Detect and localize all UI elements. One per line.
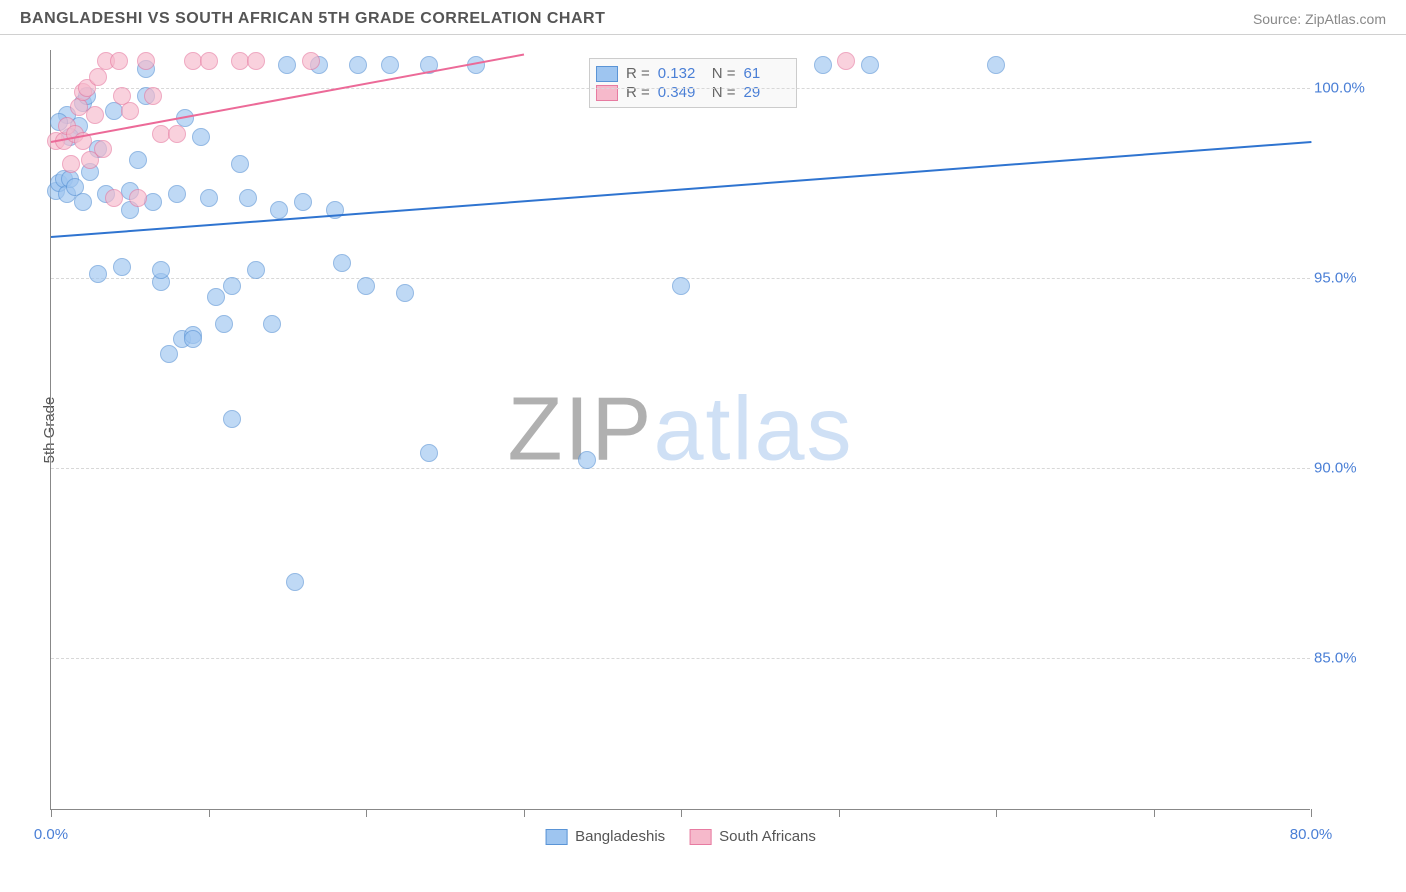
gridline-h (51, 468, 1310, 469)
xtick (51, 809, 52, 817)
chart-source: Source: ZipAtlas.com (1253, 11, 1386, 27)
scatter-point-south_africans (200, 52, 218, 70)
watermark-atlas: atlas (653, 379, 853, 479)
legend-row-south_africans: R = 0.349 N = 29 (596, 84, 790, 101)
plot-wrap: 5th Grade ZIPatlas R =0.132N =61R =0.349… (50, 50, 1360, 810)
scatter-point-bangladeshis (396, 284, 414, 302)
scatter-point-bangladeshis (270, 201, 288, 219)
plot-area: ZIPatlas R =0.132N =61R =0.349N =29 Bang… (50, 50, 1310, 810)
legend-bottom: Bangladeshis South Africans (545, 828, 816, 845)
scatter-point-bangladeshis (200, 189, 218, 207)
legend-n-value: 61 (744, 65, 790, 82)
scatter-point-bangladeshis (223, 410, 241, 428)
scatter-point-bangladeshis (294, 193, 312, 211)
xtick (524, 809, 525, 817)
xtick (839, 809, 840, 817)
xtick (209, 809, 210, 817)
watermark: ZIPatlas (507, 378, 853, 481)
scatter-point-bangladeshis (357, 277, 375, 295)
scatter-point-bangladeshis (578, 451, 596, 469)
swatch-bangladeshis (545, 829, 567, 845)
scatter-point-bangladeshis (349, 56, 367, 74)
scatter-point-bangladeshis (152, 261, 170, 279)
legend-item-south-africans: South Africans (689, 828, 816, 845)
scatter-point-bangladeshis (144, 193, 162, 211)
scatter-point-bangladeshis (129, 151, 147, 169)
scatter-point-bangladeshis (278, 56, 296, 74)
legend-n-value: 29 (744, 84, 790, 101)
scatter-point-bangladeshis (215, 315, 233, 333)
xtick (681, 809, 682, 817)
legend-r-label: R = (626, 65, 650, 82)
xtick (1154, 809, 1155, 817)
swatch-south-africans (689, 829, 711, 845)
scatter-point-bangladeshis (247, 261, 265, 279)
scatter-point-bangladeshis (263, 315, 281, 333)
scatter-point-south_africans (110, 52, 128, 70)
scatter-point-south_africans (137, 52, 155, 70)
xtick-label: 80.0% (1290, 826, 1333, 843)
legend-r-label: R = (626, 84, 650, 101)
legend-r-value: 0.132 (658, 65, 704, 82)
scatter-point-bangladeshis (286, 573, 304, 591)
legend-row-bangladeshis: R = 0.132 N = 61 (596, 65, 790, 82)
legend-n-label: N = (712, 65, 736, 82)
chart-title: BANGLADESHI VS SOUTH AFRICAN 5TH GRADE C… (20, 10, 605, 28)
xtick (1311, 809, 1312, 817)
ytick-label: 100.0% (1314, 80, 1368, 97)
scatter-point-bangladeshis (192, 128, 210, 146)
ytick-label: 90.0% (1314, 460, 1368, 477)
xtick (996, 809, 997, 817)
scatter-point-south_africans (302, 52, 320, 70)
scatter-point-bangladeshis (333, 254, 351, 272)
scatter-point-bangladeshis (239, 189, 257, 207)
legend-label-south-africans: South Africans (719, 828, 816, 845)
scatter-point-south_africans (247, 52, 265, 70)
scatter-point-south_africans (62, 155, 80, 173)
legend-label-bangladeshis: Bangladeshis (575, 828, 665, 845)
scatter-point-bangladeshis (672, 277, 690, 295)
scatter-point-south_africans (129, 189, 147, 207)
scatter-point-bangladeshis (420, 444, 438, 462)
scatter-point-bangladeshis (861, 56, 879, 74)
scatter-point-bangladeshis (113, 258, 131, 276)
scatter-point-bangladeshis (207, 288, 225, 306)
scatter-point-south_africans (94, 140, 112, 158)
scatter-point-bangladeshis (987, 56, 1005, 74)
scatter-point-bangladeshis (184, 330, 202, 348)
xtick-label: 0.0% (34, 826, 68, 843)
legend-r-n-box: R = 0.132 N = 61 R = 0.349 N = 29 (589, 58, 797, 108)
scatter-point-bangladeshis (89, 265, 107, 283)
scatter-point-bangladeshis (74, 193, 92, 211)
gridline-h (51, 658, 1310, 659)
scatter-point-south_africans (86, 106, 104, 124)
scatter-point-south_africans (121, 102, 139, 120)
gridline-h (51, 88, 1310, 89)
legend-item-bangladeshis: Bangladeshis (545, 828, 665, 845)
ytick-label: 85.0% (1314, 650, 1368, 667)
scatter-point-bangladeshis (168, 185, 186, 203)
scatter-point-south_africans (837, 52, 855, 70)
ytick-label: 95.0% (1314, 270, 1368, 287)
scatter-point-south_africans (168, 125, 186, 143)
scatter-point-bangladeshis (381, 56, 399, 74)
legend-swatch (596, 85, 618, 101)
legend-n-label: N = (712, 84, 736, 101)
chart-header: BANGLADESHI VS SOUTH AFRICAN 5TH GRADE C… (0, 0, 1406, 35)
scatter-point-bangladeshis (231, 155, 249, 173)
legend-swatch (596, 66, 618, 82)
scatter-point-south_africans (105, 189, 123, 207)
scatter-point-south_africans (144, 87, 162, 105)
xtick (366, 809, 367, 817)
legend-r-value: 0.349 (658, 84, 704, 101)
scatter-point-bangladeshis (223, 277, 241, 295)
scatter-point-bangladeshis (814, 56, 832, 74)
scatter-point-bangladeshis (160, 345, 178, 363)
